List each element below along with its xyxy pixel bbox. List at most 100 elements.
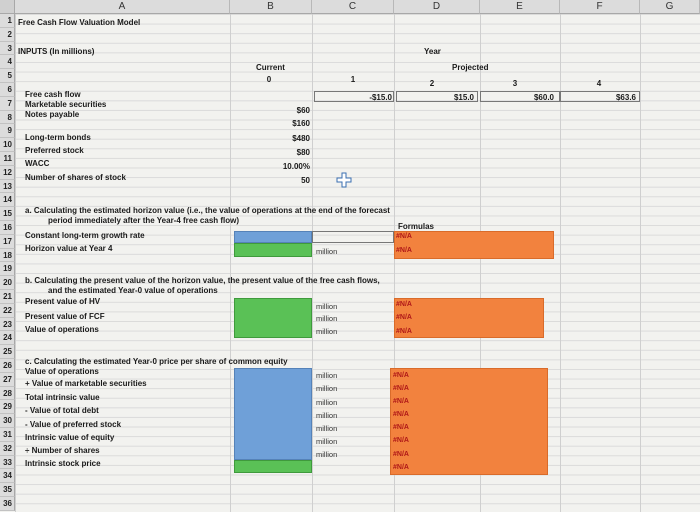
row-header-35[interactable]: 35 xyxy=(0,483,15,497)
section-b-title: b. Calculating the present value of the … xyxy=(25,276,380,285)
label-c-total-intrinsic: Total intrinsic value xyxy=(25,393,100,402)
formula-block-a[interactable] xyxy=(394,231,554,259)
row-header-25[interactable]: 25 xyxy=(0,345,15,359)
value-long-term-bonds[interactable]: $480 xyxy=(292,134,310,143)
column-header-g[interactable]: G xyxy=(640,0,700,14)
row-header-10[interactable]: 10 xyxy=(0,138,15,152)
row-header-34[interactable]: 34 xyxy=(0,469,15,484)
label-horizon-value: Horizon value at Year 4 xyxy=(25,244,113,253)
label-c-number-shares: ÷ Number of shares xyxy=(25,446,100,455)
year-label: Year xyxy=(424,47,441,56)
row-header-11[interactable]: 11 xyxy=(0,152,15,166)
cell-cursor-plus-icon xyxy=(336,172,352,188)
label-notes-payable: Notes payable xyxy=(25,110,80,119)
column-header-d[interactable]: D xyxy=(394,0,480,14)
fcf-year4-cell-border xyxy=(560,91,640,102)
formulas-header: Formulas xyxy=(398,222,435,231)
year-2: 2 xyxy=(429,79,435,88)
column-header-c[interactable]: C xyxy=(312,0,394,14)
value-marketable-securities[interactable]: $60 xyxy=(296,106,310,115)
row-header-4[interactable]: 4 xyxy=(0,55,15,70)
input-growth-rate[interactable] xyxy=(234,231,312,243)
formula-na-pv-hv: #N/A xyxy=(396,301,412,308)
input-block-c[interactable] xyxy=(234,368,312,460)
year-1: 1 xyxy=(350,75,356,84)
calc-block-b[interactable] xyxy=(234,298,312,338)
row-header-26[interactable]: 26 xyxy=(0,359,15,373)
label-growth-rate: Constant long-term growth rate xyxy=(25,231,145,240)
column-header-b[interactable]: B xyxy=(230,0,312,14)
unit-c-2: million xyxy=(316,398,338,407)
row-header-28[interactable]: 28 xyxy=(0,386,15,401)
row-header-32[interactable]: 32 xyxy=(0,441,15,456)
column-header-e[interactable]: E xyxy=(480,0,560,14)
sheet-title: Free Cash Flow Valuation Model xyxy=(18,18,141,27)
value-notes-payable[interactable]: $160 xyxy=(292,119,310,128)
row-header-8[interactable]: 8 xyxy=(0,110,15,125)
formula-block-c[interactable] xyxy=(390,368,548,475)
row-header-5[interactable]: 5 xyxy=(0,69,15,83)
row-header-14[interactable]: 14 xyxy=(0,193,15,208)
fcf-year1-cell-border xyxy=(314,91,394,102)
formula-na-c-7: #N/A xyxy=(393,464,409,471)
row-header-24[interactable]: 24 xyxy=(0,331,15,346)
row-header-27[interactable]: 27 xyxy=(0,372,15,387)
row-header-33[interactable]: 33 xyxy=(0,455,15,470)
formula-block-b[interactable] xyxy=(394,298,544,338)
row-header-31[interactable]: 31 xyxy=(0,428,15,442)
row-header-16[interactable]: 16 xyxy=(0,221,15,235)
label-long-term-bonds: Long-term bonds xyxy=(25,133,91,142)
row-header-6[interactable]: 6 xyxy=(0,83,15,97)
formula-na-c-6: #N/A xyxy=(393,451,409,458)
row-header-20[interactable]: 20 xyxy=(0,276,15,290)
calc-horizon-value[interactable] xyxy=(234,243,312,257)
section-c-title: c. Calculating the estimated Year-0 pric… xyxy=(25,357,288,366)
unit-c-3: million xyxy=(316,411,338,420)
row-header-17[interactable]: 17 xyxy=(0,234,15,249)
row-header-21[interactable]: 21 xyxy=(0,290,15,304)
value-preferred-stock[interactable]: $80 xyxy=(296,148,310,157)
inputs-label: INPUTS (In millions) xyxy=(18,47,95,56)
formula-na-c-0: #N/A xyxy=(393,372,409,379)
select-all-corner[interactable] xyxy=(0,0,15,14)
row-header-19[interactable]: 19 xyxy=(0,262,15,277)
label-c-total-debt: - Value of total debt xyxy=(25,406,99,415)
row-header-22[interactable]: 22 xyxy=(0,303,15,318)
label-free-cash-flow: Free cash flow xyxy=(25,90,81,99)
column-header-f[interactable]: F xyxy=(560,0,640,14)
row-header-9[interactable]: 9 xyxy=(0,124,15,139)
unit-value-operations-b: million xyxy=(316,327,338,336)
row-header-29[interactable]: 29 xyxy=(0,400,15,415)
column-header-a[interactable]: A xyxy=(15,0,230,14)
row-header-18[interactable]: 18 xyxy=(0,248,15,263)
label-shares: Number of shares of stock xyxy=(25,173,126,182)
unit-c-4: million xyxy=(316,424,338,433)
row-header-30[interactable]: 30 xyxy=(0,414,15,428)
row-header-13[interactable]: 13 xyxy=(0,179,15,194)
unit-horizon-value: million xyxy=(316,247,338,256)
formula-na-c-5: #N/A xyxy=(393,437,409,444)
row-header-12[interactable]: 12 xyxy=(0,165,15,180)
label-c-marketable: + Value of marketable securities xyxy=(25,379,147,388)
row-header-3[interactable]: 3 xyxy=(0,41,15,56)
cell-grid[interactable] xyxy=(15,14,700,512)
row-header-7[interactable]: 7 xyxy=(0,96,15,111)
value-wacc[interactable]: 10.00% xyxy=(282,162,310,171)
fcf-year-4: $63.6 xyxy=(615,93,636,102)
row-header-2[interactable]: 2 xyxy=(0,27,15,42)
label-c-intrinsic-equity: Intrinsic value of equity xyxy=(25,433,115,442)
calc-stock-price[interactable] xyxy=(234,460,312,473)
row-header-15[interactable]: 15 xyxy=(0,207,15,221)
formula-na-horizon: #N/A xyxy=(396,247,412,254)
fcf-year-2: $15.0 xyxy=(453,93,474,102)
fcf-year3-cell-border xyxy=(480,91,560,102)
formula-na-growth: #N/A xyxy=(396,233,412,240)
label-wacc: WACC xyxy=(25,159,50,168)
section-b-subtitle: and the estimated Year-0 value of operat… xyxy=(48,286,218,295)
row-header-36[interactable]: 36 xyxy=(0,497,15,511)
section-a-title: a. Calculating the estimated horizon val… xyxy=(25,206,390,215)
row-header-23[interactable]: 23 xyxy=(0,317,15,332)
row-header-1[interactable]: 1 xyxy=(0,14,15,28)
value-shares[interactable]: 50 xyxy=(301,176,310,185)
